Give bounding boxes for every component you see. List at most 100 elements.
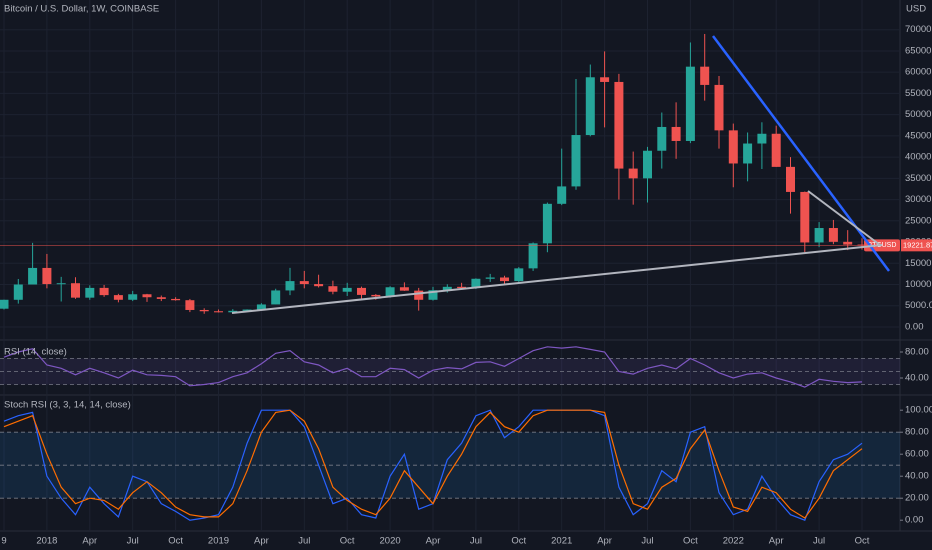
candle-body [128, 294, 138, 300]
candle-body [442, 286, 452, 291]
stoch-title: Stoch RSI (3, 3, 14, 14, close) [4, 400, 131, 411]
candle-body [156, 297, 166, 299]
candle-body [71, 283, 80, 298]
candle-body [228, 310, 238, 313]
x-tick-label: 2021 [551, 536, 572, 547]
candle-body [42, 267, 52, 285]
candle-body [643, 150, 652, 179]
candle-body [514, 268, 524, 282]
candle-body [600, 77, 610, 82]
y-tick-label: 80.00 [905, 347, 929, 358]
y-tick-label: 55000.00 [905, 88, 932, 99]
y-tick-label: 45000.00 [905, 130, 932, 141]
y-tick-label: 60.00 [905, 449, 929, 460]
candle-body [657, 126, 667, 151]
candle-body [814, 228, 824, 243]
candle-body [714, 84, 724, 131]
candle-body [371, 294, 381, 297]
indicator-line [3, 409, 863, 519]
x-tick-label: Apr [769, 536, 784, 547]
candle-body [271, 290, 281, 305]
x-tick-label: Oct [168, 536, 183, 547]
candle-body [828, 228, 838, 242]
chart-title: Bitcoin / U.S. Dollar, 1W, COINBASE [4, 4, 159, 15]
trend-line[interactable] [807, 190, 881, 246]
candle-body [685, 66, 695, 141]
y-tick-label: 30000.00 [905, 194, 932, 205]
candle-body [671, 126, 681, 141]
candle-body [786, 166, 795, 192]
candle-body [542, 203, 552, 244]
candle-body [628, 168, 638, 179]
x-tick-label: 2019 [208, 536, 229, 547]
trend-line[interactable] [711, 35, 891, 272]
candle-body [56, 283, 66, 285]
x-tick-label: Oct [511, 536, 526, 547]
x-tick-label: Apr [426, 536, 441, 547]
x-tick-label: Jul [813, 536, 825, 547]
x-tick-label: Oct [683, 536, 698, 547]
x-tick-label: Jul [127, 536, 139, 547]
candle-body [171, 298, 181, 301]
x-tick-label: 2018 [36, 536, 57, 547]
y-tick-label: 5000.00 [905, 300, 932, 311]
candle-body [242, 309, 252, 311]
candle-body [185, 300, 195, 310]
candle-body [571, 135, 581, 187]
y-tick-label: 40.00 [905, 471, 929, 482]
y-tick-label: 100.00 [905, 405, 932, 416]
candle-body [399, 287, 409, 291]
y-tick-label: 20.00 [905, 493, 929, 504]
x-tick-label: Apr [254, 536, 269, 547]
y-tick-label: 80.00 [905, 427, 929, 438]
trend-line[interactable] [231, 244, 883, 314]
candle-body [385, 287, 395, 297]
y-tick-label: 65000.00 [905, 45, 932, 56]
candle-body [428, 290, 438, 300]
x-tick-label: Jul [641, 536, 653, 547]
y-tick-label: 10000.00 [905, 279, 932, 290]
x-tick-label: Oct [340, 536, 355, 547]
candle-body [557, 186, 567, 204]
y-tick-label: 15000.00 [905, 258, 932, 269]
x-tick-label: 9 [1, 536, 6, 547]
candle-body [700, 66, 710, 85]
currency-label: USD [906, 4, 926, 15]
candle-body [28, 267, 38, 285]
x-tick-label: Jul [298, 536, 310, 547]
candle-body [314, 284, 324, 287]
y-tick-label: 60000.00 [905, 67, 932, 78]
candle-body [457, 286, 467, 289]
indicator-line [3, 346, 863, 388]
x-tick-label: Jul [470, 536, 482, 547]
candle-body [771, 133, 781, 167]
candle-body [485, 277, 495, 279]
price-tag [901, 239, 932, 252]
candle-body [214, 311, 223, 313]
x-tick-label: 2022 [723, 536, 744, 547]
x-tick-label: Apr [597, 536, 612, 547]
y-tick-label: 0.00 [905, 515, 924, 526]
candle-body [142, 294, 152, 298]
y-tick-label: 25000.00 [905, 215, 932, 226]
candle-body [800, 191, 810, 243]
candle-body [843, 241, 853, 245]
candle-body [328, 286, 338, 292]
candle-body [357, 287, 366, 295]
candle-body [99, 287, 109, 296]
price-tag-text: 19221.87 [903, 240, 932, 249]
x-tick-label: 2020 [380, 536, 401, 547]
rsi-title: RSI (14, close) [4, 347, 67, 358]
candle-body [471, 278, 481, 289]
x-tick-label: Apr [82, 536, 97, 547]
candle-body [585, 77, 595, 136]
y-tick-label: 35000.00 [905, 173, 932, 184]
candle-body [500, 277, 509, 282]
candle-body [0, 299, 9, 309]
y-tick-label: 50000.00 [905, 109, 932, 120]
candle-body [528, 243, 538, 269]
candle-body [757, 133, 767, 144]
candle-body [13, 284, 23, 300]
